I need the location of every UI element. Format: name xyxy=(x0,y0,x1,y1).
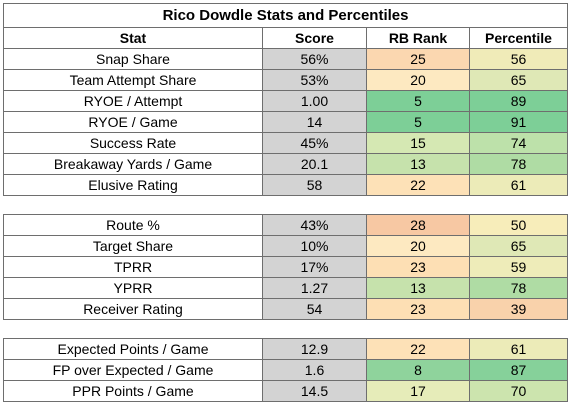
stat-cell: Elusive Rating xyxy=(3,174,263,196)
stat-cell: Team Attempt Share xyxy=(3,69,263,91)
score-cell: 56% xyxy=(262,48,367,70)
table-row: PPR Points / Game 14.5 17 70 xyxy=(3,380,569,402)
table-row: Breakaway Yards / Game 20.1 13 78 xyxy=(3,153,569,175)
rb-rank-cell: 23 xyxy=(366,256,470,278)
header-rb-rank: RB Rank xyxy=(366,27,470,49)
percentile-cell: 56 xyxy=(468,48,569,70)
score-cell: 54 xyxy=(262,298,367,320)
percentile-cell: 89 xyxy=(468,90,569,112)
table-row: TPRR 17% 23 59 xyxy=(3,256,569,278)
table-row: Expected Points / Game 12.9 22 61 xyxy=(3,338,569,360)
header-row: Stat Score RB Rank Percentile xyxy=(3,27,569,49)
score-cell: 20.1 xyxy=(262,153,367,175)
rb-rank-cell: 5 xyxy=(366,111,470,133)
score-cell: 17% xyxy=(262,256,367,278)
table-body: Snap Share 56% 25 56 Team Attempt Share 53% 20… xyxy=(3,48,569,402)
header-score: Score xyxy=(262,27,367,49)
table-row: Route % 43% 28 50 xyxy=(3,214,569,236)
table-title: Rico Dowdle Stats and Percentiles xyxy=(2,3,569,28)
stat-cell: Breakaway Yards / Game xyxy=(3,153,263,175)
rb-rank-cell: 13 xyxy=(366,277,470,299)
percentile-cell: 91 xyxy=(468,111,569,133)
spacer-cell xyxy=(3,319,568,339)
rb-rank-cell: 25 xyxy=(366,48,470,70)
section-spacer xyxy=(3,195,568,215)
percentile-cell: 61 xyxy=(468,174,569,196)
table-row: FP over Expected / Game 1.6 8 87 xyxy=(3,359,569,381)
stat-cell: Expected Points / Game xyxy=(3,338,263,360)
stat-cell: Route % xyxy=(3,214,263,236)
table-row: RYOE / Game 14 5 91 xyxy=(3,111,569,133)
percentile-cell: 70 xyxy=(468,380,569,402)
stat-cell: YPRR xyxy=(3,277,263,299)
section-spacer xyxy=(3,319,568,339)
table-row: Success Rate 45% 15 74 xyxy=(3,132,569,154)
rb-rank-cell: 5 xyxy=(366,90,470,112)
score-cell: 43% xyxy=(262,214,367,236)
percentile-cell: 65 xyxy=(468,235,569,257)
rb-rank-cell: 17 xyxy=(366,380,470,402)
stat-cell: PPR Points / Game xyxy=(3,380,263,402)
percentile-cell: 50 xyxy=(468,214,569,236)
score-cell: 10% xyxy=(262,235,367,257)
header-stat: Stat xyxy=(3,27,263,49)
percentile-cell: 87 xyxy=(468,359,569,381)
percentile-cell: 74 xyxy=(468,132,569,154)
stat-cell: Target Share xyxy=(3,235,263,257)
stat-cell: TPRR xyxy=(3,256,263,278)
table-row: YPRR 1.27 13 78 xyxy=(3,277,569,299)
score-cell: 45% xyxy=(262,132,367,154)
rb-rank-cell: 20 xyxy=(366,235,470,257)
rb-rank-cell: 22 xyxy=(366,338,470,360)
table-row: RYOE / Attempt 1.00 5 89 xyxy=(3,90,569,112)
percentile-cell: 39 xyxy=(468,298,569,320)
stat-cell: Success Rate xyxy=(3,132,263,154)
table-row: Receiver Rating 54 23 39 xyxy=(3,298,569,320)
stat-cell: Receiver Rating xyxy=(3,298,263,320)
stats-table: Rico Dowdle Stats and Percentiles Stat S… xyxy=(2,3,569,402)
spacer-cell xyxy=(3,195,568,215)
percentile-cell: 61 xyxy=(468,338,569,360)
score-cell: 14.5 xyxy=(262,380,367,402)
score-cell: 14 xyxy=(262,111,367,133)
rb-rank-cell: 13 xyxy=(366,153,470,175)
table-row: Elusive Rating 58 22 61 xyxy=(3,174,569,196)
rb-rank-cell: 23 xyxy=(366,298,470,320)
percentile-cell: 59 xyxy=(468,256,569,278)
rb-rank-cell: 8 xyxy=(366,359,470,381)
stat-cell: RYOE / Game xyxy=(3,111,263,133)
score-cell: 58 xyxy=(262,174,367,196)
score-cell: 53% xyxy=(262,69,367,91)
score-cell: 1.6 xyxy=(262,359,367,381)
percentile-cell: 78 xyxy=(468,277,569,299)
rb-rank-cell: 28 xyxy=(366,214,470,236)
stat-cell: FP over Expected / Game xyxy=(3,359,263,381)
title-row: Rico Dowdle Stats and Percentiles xyxy=(2,3,569,28)
score-cell: 1.00 xyxy=(262,90,367,112)
rb-rank-cell: 15 xyxy=(366,132,470,154)
percentile-cell: 78 xyxy=(468,153,569,175)
percentile-cell: 65 xyxy=(468,69,569,91)
table-row: Team Attempt Share 53% 20 65 xyxy=(3,69,569,91)
stat-cell: RYOE / Attempt xyxy=(3,90,263,112)
rb-rank-cell: 20 xyxy=(366,69,470,91)
stat-cell: Snap Share xyxy=(3,48,263,70)
stats-sheet: Rico Dowdle Stats and Percentiles Stat S… xyxy=(2,3,569,402)
header-percentile: Percentile xyxy=(468,27,569,49)
rb-rank-cell: 22 xyxy=(366,174,470,196)
score-cell: 1.27 xyxy=(262,277,367,299)
score-cell: 12.9 xyxy=(262,338,367,360)
table-row: Snap Share 56% 25 56 xyxy=(3,48,569,70)
table-row: Target Share 10% 20 65 xyxy=(3,235,569,257)
